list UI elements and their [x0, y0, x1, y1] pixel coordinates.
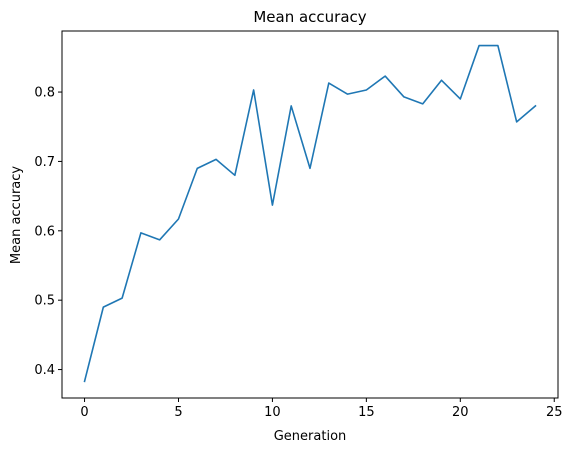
data-point	[121, 297, 123, 299]
data-point	[441, 79, 443, 81]
x-tick-label: 0	[80, 405, 88, 420]
y-tick-label: 0.6	[34, 224, 55, 239]
y-tick-label: 0.5	[34, 294, 55, 309]
axes-frame	[61, 30, 559, 399]
y-axis-label: Mean accuracy	[9, 166, 24, 265]
data-point	[102, 306, 104, 308]
data-point	[196, 167, 198, 169]
data-point	[272, 204, 274, 206]
data-point	[403, 96, 405, 98]
data-point	[422, 103, 424, 105]
series-line	[83, 44, 537, 383]
x-axis: 0 5 10 15 20 25	[80, 398, 563, 420]
y-tick-label: 0.7	[34, 155, 55, 170]
data-point	[516, 121, 518, 123]
y-tick-label: 0.4	[34, 363, 55, 378]
data-point	[290, 105, 292, 107]
y-tick-label: 0.8	[34, 86, 55, 101]
data-point	[140, 232, 142, 234]
data-point	[84, 380, 86, 382]
data-point	[159, 239, 161, 241]
data-point	[328, 82, 330, 84]
data-point	[535, 105, 537, 107]
data-point	[234, 174, 236, 176]
data-point	[253, 89, 255, 91]
x-tick-label: 5	[174, 405, 182, 420]
x-tick-label: 25	[546, 405, 563, 420]
chart-title: Mean accuracy	[253, 8, 366, 26]
plot-area	[83, 44, 537, 383]
x-tick-label: 10	[264, 405, 281, 420]
data-point	[215, 158, 217, 160]
data-point	[309, 167, 311, 169]
data-point	[497, 45, 499, 47]
data-point	[178, 218, 180, 220]
x-tick-label: 20	[452, 405, 469, 420]
data-point	[459, 98, 461, 100]
data-point	[478, 45, 480, 47]
data-point	[384, 75, 386, 77]
data-point	[347, 93, 349, 95]
y-axis: 0.4 0.5 0.6 0.7 0.8	[34, 86, 62, 378]
x-axis-label: Generation	[274, 429, 347, 444]
x-tick-label: 15	[358, 405, 375, 420]
data-point	[365, 89, 367, 91]
